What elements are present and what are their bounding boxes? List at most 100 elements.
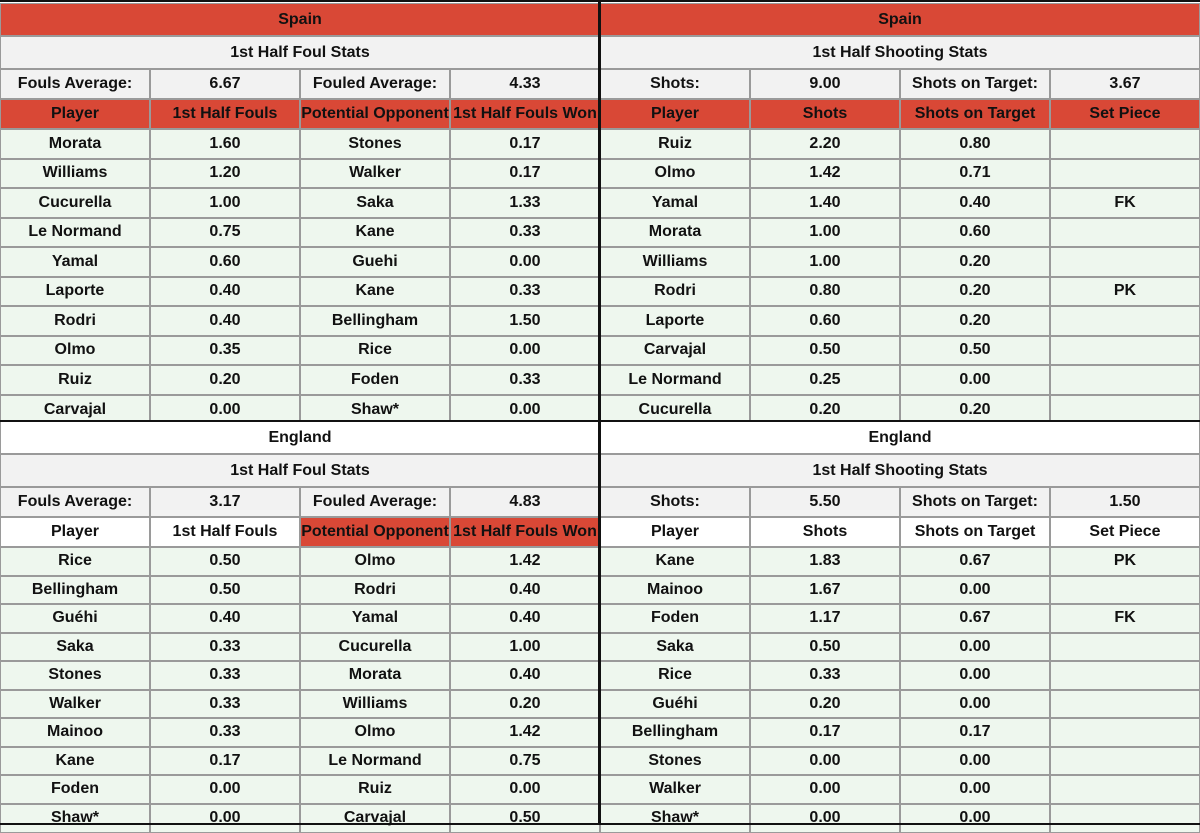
spain-shooting-table-cell: 0.20 <box>900 247 1050 277</box>
spain-shooting-table-cell: 0.20 <box>750 394 900 425</box>
england-foul-table-cell: 1.00 <box>450 632 600 661</box>
spain-shooting-avg-value: 9.00 <box>750 69 900 99</box>
spain-shooting-table-cell: 0.20 <box>900 394 1050 425</box>
spain-foul-table-cell: 0.00 <box>450 335 600 365</box>
england-foul-team-header: England <box>0 421 600 454</box>
spain-shooting-table-cell: Rodri <box>600 276 750 306</box>
england-shooting-table-cell: 1.83 <box>750 547 900 576</box>
england-shooting-table-cell: 0.20 <box>750 689 900 718</box>
spain-shooting-team-header: Spain <box>600 3 1200 36</box>
england-shooting-col-header: Shots on Target <box>900 517 1050 547</box>
spain-foul-table-cell: 1.20 <box>150 158 300 188</box>
spain-foul-table-cell: 0.17 <box>450 129 600 159</box>
spain-shooting-table-cell <box>1050 217 1200 247</box>
england-foul-table-cell: Saka <box>0 632 150 661</box>
spain-shooting-table-cell: 0.20 <box>900 276 1050 306</box>
spain-shooting-table-cell <box>1050 365 1200 395</box>
england-foul-table-cell: 0.00 <box>450 775 600 804</box>
england-shooting-table-cell: 0.17 <box>900 718 1050 747</box>
england-foul-table-cell: 0.33 <box>150 661 300 690</box>
england-shooting-table-cell: Shaw* <box>600 803 750 833</box>
england-foul-table-cell: Olmo <box>300 547 450 576</box>
england-shooting-table-cell <box>1050 632 1200 661</box>
england-shooting-avg-label: Shots: <box>600 487 750 517</box>
horizontal-divider <box>0 823 1200 825</box>
spain-shooting-table-cell: 2.20 <box>750 129 900 159</box>
spain-shooting-table-cell: 0.40 <box>900 188 1050 218</box>
england-shooting-table-cell: Foden <box>600 604 750 633</box>
england-shooting-table-cell <box>1050 718 1200 747</box>
england-foul-table-cell: 0.33 <box>150 632 300 661</box>
england-shooting-table-cell: Kane <box>600 547 750 576</box>
spain-foul-table-cell: 0.33 <box>450 217 600 247</box>
england-shooting-table-cell: 0.00 <box>900 661 1050 690</box>
spain-shooting-avg2-label: Shots on Target: <box>900 69 1050 99</box>
spain-foul-table-cell: Stones <box>300 129 450 159</box>
spain-foul-table-cell: Morata <box>0 129 150 159</box>
spain-foul-table-cell: Kane <box>300 276 450 306</box>
spain-foul-table-cell: 0.17 <box>450 158 600 188</box>
spain-shooting-table-cell: 0.50 <box>900 335 1050 365</box>
spain-foul-table-cell: 1.00 <box>150 188 300 218</box>
spain-shooting-table-cell <box>1050 158 1200 188</box>
england-shooting-avg-value: 5.50 <box>750 487 900 517</box>
england-foul-avg2-label: Fouled Average: <box>300 487 450 517</box>
england-foul-table-cell: 0.50 <box>150 547 300 576</box>
horizontal-divider <box>0 420 1200 422</box>
england-foul-table-cell: 0.50 <box>150 575 300 604</box>
horizontal-divider <box>0 0 1200 2</box>
spain-foul-table-cell: 1.50 <box>450 306 600 336</box>
england-foul-col-header: 1st Half Fouls Won <box>450 517 600 547</box>
england-foul-table-cell: 0.33 <box>150 718 300 747</box>
england-shooting-title: 1st Half Shooting Stats <box>600 454 1200 487</box>
spain-shooting-table-cell <box>1050 129 1200 159</box>
england-shooting-avg2-label: Shots on Target: <box>900 487 1050 517</box>
spain-foul-table-cell: 0.33 <box>450 365 600 395</box>
england-foul-table-cell: Olmo <box>300 718 450 747</box>
england-shooting-table-cell: Walker <box>600 775 750 804</box>
england-foul-table-cell: 0.33 <box>150 689 300 718</box>
england-foul-table-cell: Williams <box>300 689 450 718</box>
england-foul-table-cell: Morata <box>300 661 450 690</box>
england-shooting-table-cell: 1.17 <box>750 604 900 633</box>
england-shooting-col-header: Player <box>600 517 750 547</box>
spain-foul-avg2-value: 4.33 <box>450 69 600 99</box>
spain-shooting-table-cell: 0.71 <box>900 158 1050 188</box>
spain-shooting-table-cell: 1.00 <box>750 217 900 247</box>
england-shooting-table-cell: PK <box>1050 547 1200 576</box>
spain-foul-table-cell: Foden <box>300 365 450 395</box>
england-foul-table-cell: 1.42 <box>450 718 600 747</box>
spain-foul-table-cell: Rice <box>300 335 450 365</box>
spain-shooting-table-cell: Ruiz <box>600 129 750 159</box>
spain-foul-table-cell: 0.40 <box>150 306 300 336</box>
spain-shooting-table-cell: 0.60 <box>750 306 900 336</box>
england-foul-table-cell: 0.75 <box>450 746 600 775</box>
england-shooting-table-cell: 0.00 <box>750 775 900 804</box>
england-foul-avg-label: Fouls Average: <box>0 487 150 517</box>
england-shooting-table-cell: FK <box>1050 604 1200 633</box>
spain-shooting-table-cell <box>1050 247 1200 277</box>
england-foul-table-cell: Mainoo <box>0 718 150 747</box>
spain-foul-table-cell: Rodri <box>0 306 150 336</box>
england-shooting-table-cell: 0.00 <box>750 746 900 775</box>
spain-shooting-col-header: Player <box>600 99 750 129</box>
spain-foul-table-cell: Bellingham <box>300 306 450 336</box>
england-foul-table-cell: 0.40 <box>450 661 600 690</box>
spain-shooting-table-cell: 0.80 <box>750 276 900 306</box>
spain-foul-avg-label: Fouls Average: <box>0 69 150 99</box>
spain-foul-table-cell: Yamal <box>0 247 150 277</box>
spain-shooting-table-cell: Morata <box>600 217 750 247</box>
england-foul-table-cell: Carvajal <box>300 803 450 833</box>
spain-foul-col-header: 1st Half Fouls <box>150 99 300 129</box>
england-shooting-col-header: Shots <box>750 517 900 547</box>
spain-foul-table-cell: 0.60 <box>150 247 300 277</box>
spain-foul-table-cell: Saka <box>300 188 450 218</box>
spain-foul-table-cell: 0.40 <box>150 276 300 306</box>
england-foul-table-cell: Stones <box>0 661 150 690</box>
england-shooting-table-cell: Rice <box>600 661 750 690</box>
england-shooting-table-cell: 0.00 <box>900 689 1050 718</box>
spain-foul-table-cell: Kane <box>300 217 450 247</box>
spain-shooting-avg-label: Shots: <box>600 69 750 99</box>
england-shooting-team-header: England <box>600 421 1200 454</box>
spain-shooting-table-cell: Olmo <box>600 158 750 188</box>
